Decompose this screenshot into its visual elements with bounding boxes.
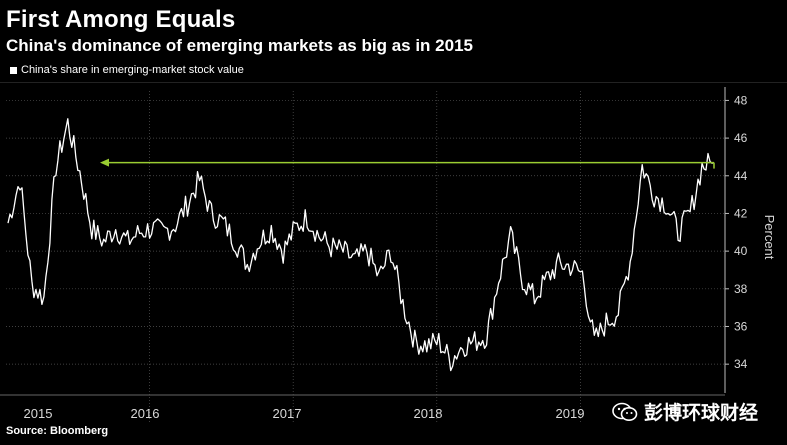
wechat-icon	[612, 402, 638, 422]
y-tick-label: 48	[734, 93, 748, 107]
chart-title: First Among Equals	[6, 6, 236, 33]
series-line	[7, 118, 715, 372]
legend-label: China's share in emerging-market stock v…	[21, 64, 244, 76]
arrow-head	[100, 158, 109, 167]
x-tick-label: 2016	[131, 406, 160, 421]
watermark: 彭博环球财经	[612, 398, 758, 425]
source-note: Source: Bloomberg	[6, 425, 109, 437]
legend: China's share in emerging-market stock v…	[10, 64, 244, 76]
x-tick-label: 2018	[414, 406, 443, 421]
y-tick-label: 36	[734, 319, 748, 333]
legend-swatch	[10, 66, 17, 74]
y-tick-label: 42	[734, 206, 748, 220]
y-tick-label: 46	[734, 131, 748, 145]
y-tick-label: 34	[734, 357, 748, 371]
y-tick-label: 44	[734, 169, 748, 183]
y-tick-label: 38	[734, 282, 748, 296]
x-tick-label: 2015	[24, 406, 53, 421]
y-tick-label: 40	[734, 244, 748, 258]
chart-subtitle: China's dominance of emerging markets as…	[6, 36, 473, 55]
x-tick-label: 2019	[556, 406, 585, 421]
watermark-text: 彭博环球财经	[644, 403, 759, 424]
chart-area: 34 36 38 40 42 44 46 48 Percent 2015 2016 2017 2018 2…	[0, 82, 787, 426]
y-axis-label: Percent	[762, 215, 777, 260]
line-chart: 34 36 38 40 42 44 46 48 Percent 2015 2016 2017 2018 2…	[0, 87, 777, 423]
x-tick-label: 2017	[273, 406, 302, 421]
